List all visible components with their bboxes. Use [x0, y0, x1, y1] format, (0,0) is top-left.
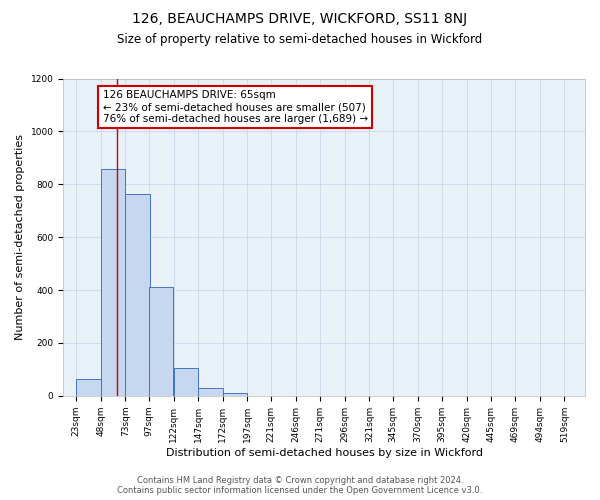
Text: Contains HM Land Registry data © Crown copyright and database right 2024.: Contains HM Land Registry data © Crown c… — [137, 476, 463, 485]
Bar — [198, 388, 223, 396]
Text: Size of property relative to semi-detached houses in Wickford: Size of property relative to semi-detach… — [118, 32, 482, 46]
Y-axis label: Number of semi-detached properties: Number of semi-detached properties — [15, 134, 25, 340]
Bar — [76, 378, 101, 396]
Bar — [125, 194, 150, 396]
Bar — [223, 393, 247, 396]
Text: Contains public sector information licensed under the Open Government Licence v3: Contains public sector information licen… — [118, 486, 482, 495]
Text: 126, BEAUCHAMPS DRIVE, WICKFORD, SS11 8NJ: 126, BEAUCHAMPS DRIVE, WICKFORD, SS11 8N… — [133, 12, 467, 26]
Bar — [149, 286, 173, 396]
Bar — [101, 169, 125, 396]
X-axis label: Distribution of semi-detached houses by size in Wickford: Distribution of semi-detached houses by … — [166, 448, 482, 458]
Text: 126 BEAUCHAMPS DRIVE: 65sqm
← 23% of semi-detached houses are smaller (507)
76% : 126 BEAUCHAMPS DRIVE: 65sqm ← 23% of sem… — [103, 90, 368, 124]
Bar — [173, 368, 198, 396]
